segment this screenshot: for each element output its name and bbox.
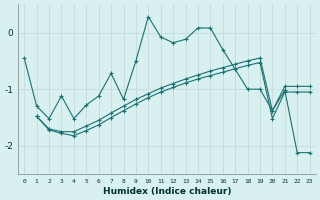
X-axis label: Humidex (Indice chaleur): Humidex (Indice chaleur) <box>103 187 231 196</box>
